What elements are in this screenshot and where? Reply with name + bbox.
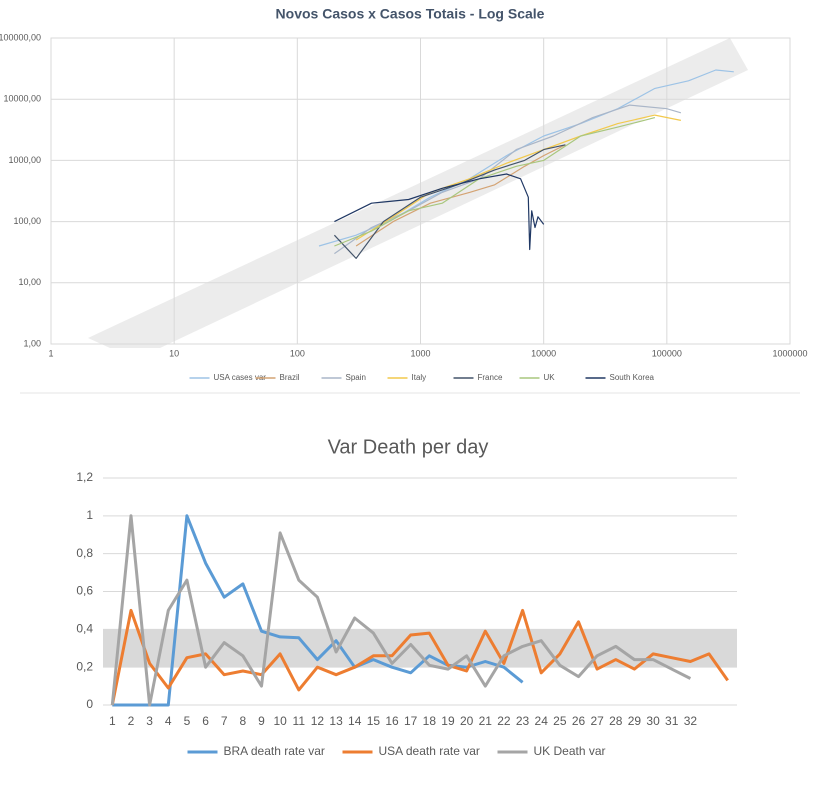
x-tick-label: 31: [665, 714, 679, 728]
legend-label: Italy: [412, 373, 427, 382]
x-tick-label: 16: [385, 714, 399, 728]
x-tick-label: 10000: [531, 348, 556, 358]
plot-border: [50, 37, 791, 345]
y-tick-label: 10000,00: [3, 94, 41, 104]
x-tick-label: 3: [146, 714, 153, 728]
legend-label: South Korea: [610, 373, 655, 382]
x-tick-label: 4: [165, 714, 172, 728]
x-tick-label: 30: [646, 714, 660, 728]
x-tick-label: 7: [221, 714, 228, 728]
y-tick-label: 100000,00: [0, 32, 41, 42]
series-line: [110, 608, 729, 706]
y-tick-label: 10,00: [18, 277, 41, 287]
x-tick-label: 12: [311, 714, 325, 728]
x-tick-label: 19: [441, 714, 455, 728]
y-tick-label: 1,2: [76, 470, 93, 484]
x-tick-label: 21: [479, 714, 493, 728]
x-tick-label: 10: [273, 714, 287, 728]
x-tick-label: 8: [240, 714, 247, 728]
x-tick-label: 1: [48, 348, 53, 358]
y-tick-label: 0,8: [76, 546, 93, 560]
x-tick-label: 22: [497, 714, 511, 728]
y-tick-label: 1: [86, 508, 93, 522]
x-tick-label: 15: [367, 714, 381, 728]
series-line: [334, 104, 682, 255]
y-tick-label: 0,6: [76, 584, 93, 598]
x-tick-label: 28: [609, 714, 623, 728]
x-tick-label: 1000000: [772, 348, 807, 358]
x-tick-label: 23: [516, 714, 530, 728]
x-tick-label: 20: [460, 714, 474, 728]
x-tick-label: 24: [535, 714, 549, 728]
legend-label: France: [478, 373, 503, 382]
series-line: [355, 144, 566, 247]
x-tick-label: 1: [109, 714, 116, 728]
x-tick-label: 17: [404, 714, 418, 728]
y-tick-label: 1000,00: [8, 155, 41, 165]
chart-title: Var Death per day: [328, 436, 489, 458]
legend-label: Brazil: [280, 373, 300, 382]
y-tick-label: 100,00: [13, 216, 41, 226]
trend-band: [88, 38, 748, 348]
series-line: [334, 117, 656, 247]
series-line: [355, 114, 682, 241]
x-tick-label: 26: [572, 714, 586, 728]
y-tick-label: 1,00: [23, 338, 41, 348]
x-tick-label: 11: [293, 714, 306, 728]
legend-label: USA cases var: [214, 373, 267, 382]
x-tick-label: 13: [329, 714, 343, 728]
x-tick-label: 27: [590, 714, 604, 728]
legend-label: BRA death rate var: [224, 744, 325, 758]
x-tick-label: 9: [258, 714, 265, 728]
x-tick-label: 25: [553, 714, 567, 728]
x-tick-label: 2: [128, 714, 135, 728]
x-tick-label: 18: [423, 714, 437, 728]
y-tick-label: 0,4: [76, 622, 93, 636]
x-tick-label: 100000: [652, 348, 682, 358]
x-tick-label: 100: [290, 348, 305, 358]
legend-label: UK: [544, 373, 556, 382]
y-tick-label: 0,2: [76, 659, 93, 673]
x-tick-label: 10: [169, 348, 179, 358]
x-tick-label: 5: [184, 714, 191, 728]
x-tick-label: 32: [684, 714, 698, 728]
x-tick-label: 14: [348, 714, 362, 728]
x-tick-label: 29: [628, 714, 642, 728]
x-tick-label: 6: [202, 714, 209, 728]
x-tick-label: 1000: [410, 348, 430, 358]
legend-label: Spain: [346, 373, 366, 382]
legend-label: USA death rate var: [379, 744, 480, 758]
legend-label: UK Death var: [534, 744, 606, 758]
y-tick-label: 0: [86, 697, 93, 711]
chart-title: Novos Casos x Casos Totais - Log Scale: [276, 6, 545, 22]
series-line: [110, 514, 692, 707]
series-line: [334, 173, 545, 251]
